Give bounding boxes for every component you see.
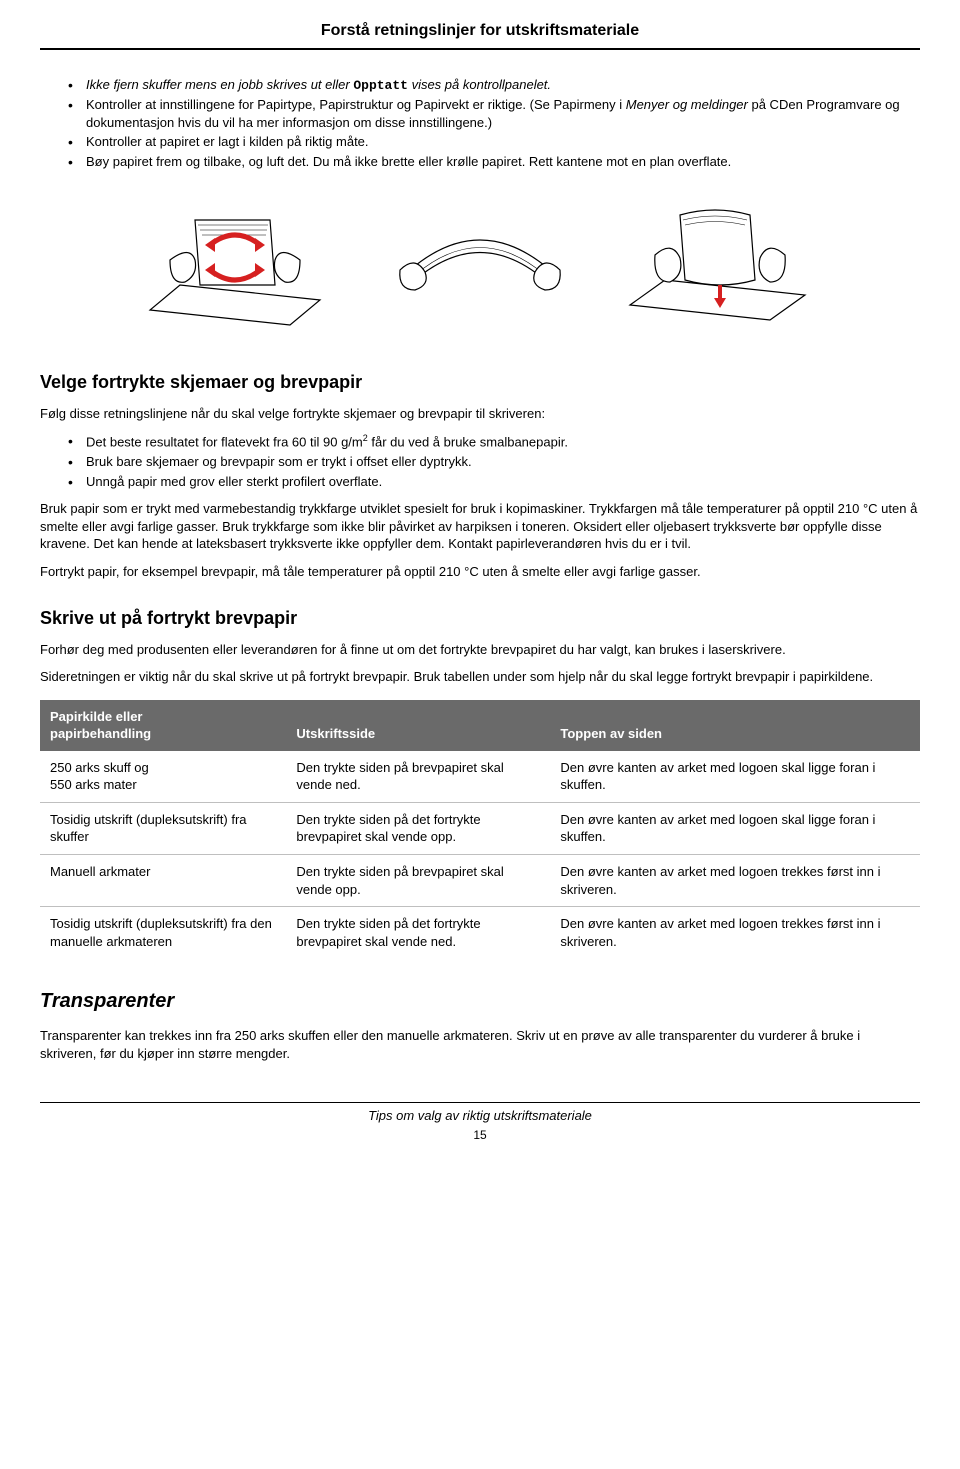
list-item: Bøy papiret frem og tilbake, og luft det… [68, 153, 920, 171]
body-paragraph: Fortrykt papir, for eksempel brevpapir, … [40, 563, 920, 581]
header-line: Papirkilde eller [50, 709, 143, 724]
list-item: Kontroller at papiret er lagt i kilden p… [68, 133, 920, 151]
table-header: Utskriftsside [286, 700, 550, 751]
table-cell: Den trykte siden på det fortrykte brevpa… [286, 907, 550, 959]
table-header: Papirkilde eller papirbehandling [40, 700, 286, 751]
table-header: Toppen av siden [550, 700, 920, 751]
table-row: Manuell arkmater Den trykte siden på bre… [40, 855, 920, 907]
header-line: papirbehandling [50, 726, 151, 741]
table-cell: Den trykte siden på brevpapiret skal ven… [286, 855, 550, 907]
table-cell: 250 arks skuff og 550 arks mater [40, 751, 286, 803]
table-cell: Den øvre kanten av arket med logoen skal… [550, 751, 920, 803]
table-cell: Den øvre kanten av arket med logoen skal… [550, 802, 920, 854]
bullet-text: får du ved å bruke smalbanepapir. [368, 435, 568, 450]
bullet-text: Kontroller at innstillingene for Papirty… [86, 97, 626, 112]
body-paragraph: Bruk papir som er trykt med varmebestand… [40, 500, 920, 553]
list-item: Ikke fjern skuffer mens en jobb skrives … [68, 76, 920, 95]
section-heading-preprinted: Skrive ut på fortrykt brevpapir [40, 606, 920, 630]
body-paragraph: Transparenter kan trekkes inn fra 250 ar… [40, 1027, 920, 1062]
table-cell: Tosidig utskrift (dupleksutskrift) fra s… [40, 802, 286, 854]
section-heading-forms: Velge fortrykte skjemaer og brevpapir [40, 370, 920, 394]
page-number: 15 [40, 1127, 920, 1143]
table-cell: Tosidig utskrift (dupleksutskrift) fra d… [40, 907, 286, 959]
list-item: Kontroller at innstillingene for Papirty… [68, 96, 920, 131]
table-cell: Den trykte siden på det fortrykte brevpa… [286, 802, 550, 854]
table-row: 250 arks skuff og 550 arks mater Den try… [40, 751, 920, 803]
letterhead-table: Papirkilde eller papirbehandling Utskrif… [40, 700, 920, 958]
table-row: Tosidig utskrift (dupleksutskrift) fra s… [40, 802, 920, 854]
section-heading-transparencies: Transparenter [40, 988, 920, 1015]
body-paragraph: Forhør deg med produsenten eller leveran… [40, 641, 920, 659]
cell-line: 550 arks mater [50, 777, 137, 792]
bend-paper-icon [380, 190, 580, 330]
section-intro: Følg disse retningslinjene når du skal v… [40, 405, 920, 423]
bullet-text: Ikke fjern skuffer mens en jobb skrives … [86, 77, 353, 92]
flex-paper-icon [140, 190, 340, 330]
list-item: Unngå papir med grov eller sterkt profil… [68, 473, 920, 491]
page-title: Forstå retningslinjer for utskriftsmater… [40, 20, 920, 50]
bullet-text: Det beste resultatet for flatevekt fra 6… [86, 435, 363, 450]
table-cell: Den øvre kanten av arket med logoen trek… [550, 855, 920, 907]
forms-bullet-list: Det beste resultatet for flatevekt fra 6… [40, 432, 920, 490]
top-bullet-list: Ikke fjern skuffer mens en jobb skrives … [40, 76, 920, 171]
paper-handling-illustration [40, 190, 920, 330]
bullet-text: vises på kontrollpanelet. [408, 77, 551, 92]
cell-line: 250 arks skuff og [50, 760, 149, 775]
page-footer: Tips om valg av riktig utskriftsmaterial… [40, 1102, 920, 1143]
list-item: Det beste resultatet for flatevekt fra 6… [68, 432, 920, 451]
table-cell: Manuell arkmater [40, 855, 286, 907]
table-cell: Den trykte siden på brevpapiret skal ven… [286, 751, 550, 803]
footer-text: Tips om valg av riktig utskriftsmaterial… [40, 1107, 920, 1125]
table-cell: Den øvre kanten av arket med logoen trek… [550, 907, 920, 959]
list-item: Bruk bare skjemaer og brevpapir som er t… [68, 453, 920, 471]
italic-text: Menyer og meldinger [626, 97, 748, 112]
table-row: Tosidig utskrift (dupleksutskrift) fra d… [40, 907, 920, 959]
body-paragraph: Sideretningen er viktig når du skal skri… [40, 668, 920, 686]
align-paper-icon [620, 190, 820, 330]
code-text: Opptatt [353, 78, 408, 93]
